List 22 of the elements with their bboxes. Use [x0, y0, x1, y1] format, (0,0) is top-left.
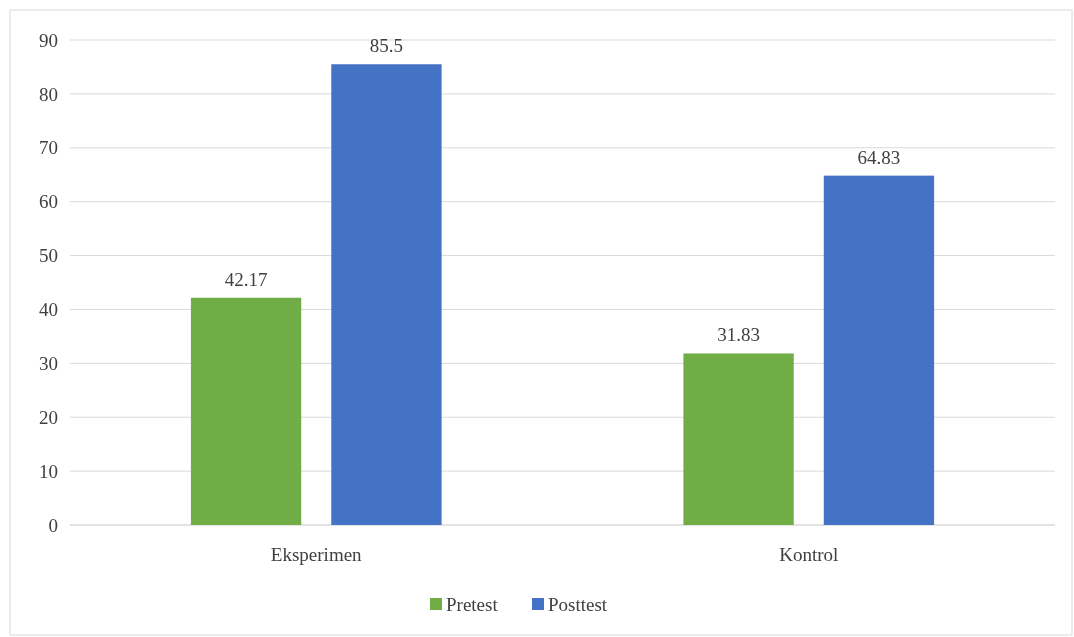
- y-tick-label: 20: [39, 406, 58, 428]
- data-label: 42.17: [224, 268, 268, 290]
- y-tick-label: 60: [39, 191, 58, 213]
- x-tick-label: Eksperimen: [270, 544, 363, 565]
- y-tick-label: 50: [39, 245, 58, 267]
- bar: [190, 297, 302, 525]
- bar: [331, 64, 442, 525]
- data-label: 64.83: [857, 146, 901, 168]
- bar: [683, 353, 794, 525]
- data-label: 85.5: [369, 35, 404, 57]
- y-tick-label: 40: [39, 299, 58, 321]
- y-tick-label: 10: [39, 460, 58, 482]
- legend-label: Pretest: [446, 594, 499, 615]
- legend-label: Posttest: [548, 594, 608, 615]
- y-tick-label: 30: [39, 352, 58, 374]
- x-tick-label: Kontrol: [779, 544, 839, 565]
- y-tick-label: 0: [48, 514, 58, 536]
- data-label: 31.83: [717, 324, 760, 346]
- y-tick-label: 70: [39, 137, 58, 159]
- y-tick-label: 90: [39, 29, 58, 51]
- bar: [823, 175, 935, 525]
- y-tick-label: 80: [39, 83, 58, 105]
